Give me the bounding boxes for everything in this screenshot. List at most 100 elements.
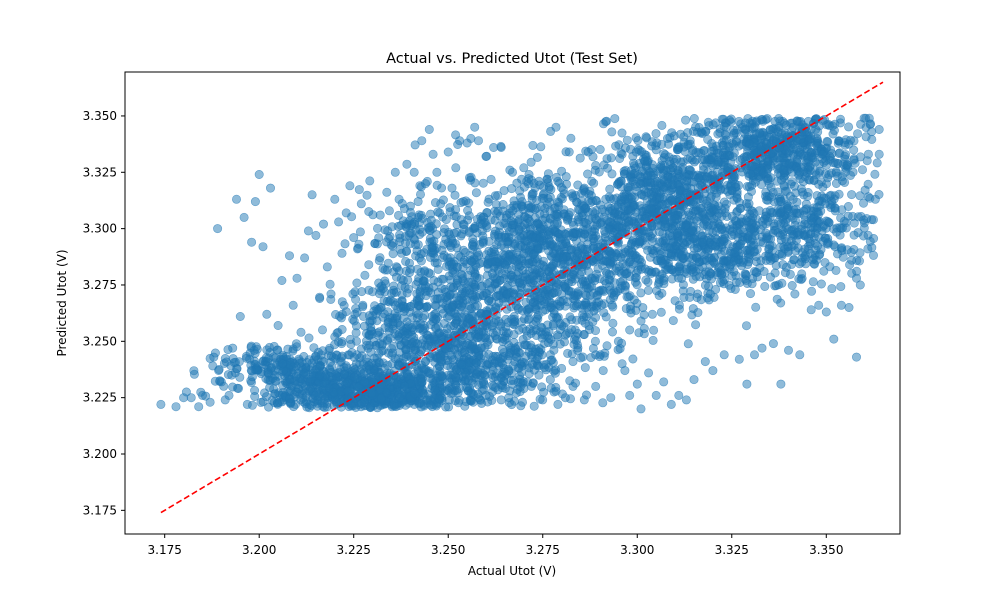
data-point [472, 214, 482, 224]
data-point [676, 207, 686, 217]
data-point [398, 301, 408, 311]
data-point [836, 213, 846, 223]
data-point [677, 251, 687, 261]
data-point [414, 253, 424, 263]
chart-title: Actual vs. Predicted Utot (Test Set) [386, 51, 638, 67]
data-point [417, 377, 427, 387]
data-point [789, 144, 799, 154]
data-point [368, 311, 378, 321]
data-point [548, 248, 558, 258]
data-point [766, 173, 776, 183]
data-point [349, 352, 359, 362]
data-point [633, 254, 643, 264]
data-point [561, 172, 571, 182]
data-point [787, 280, 797, 290]
data-point [501, 314, 511, 324]
data-point [384, 206, 394, 216]
data-point [773, 196, 783, 206]
data-point [859, 215, 869, 225]
data-point [697, 262, 707, 272]
data-point [764, 252, 774, 262]
data-point [853, 129, 863, 139]
data-point [389, 281, 399, 291]
data-point [796, 275, 806, 285]
data-point [652, 286, 662, 296]
data-point [332, 350, 342, 360]
data-point [456, 231, 466, 241]
data-point [827, 284, 837, 294]
data-point [305, 384, 315, 394]
data-point [379, 296, 389, 306]
data-point [713, 129, 723, 139]
data-point [766, 192, 776, 202]
data-point [716, 250, 726, 260]
data-point [627, 247, 637, 257]
data-point [482, 208, 492, 218]
data-point [800, 250, 810, 260]
data-point [713, 201, 723, 211]
data-point [521, 297, 531, 307]
data-point [459, 220, 469, 230]
data-point [831, 265, 841, 275]
data-point [816, 279, 826, 289]
data-point [590, 214, 600, 224]
data-point [847, 255, 857, 265]
data-point [383, 318, 393, 328]
data-point [358, 311, 368, 321]
data-point [374, 304, 384, 314]
data-point [316, 350, 326, 360]
data-point [763, 164, 773, 174]
data-point [401, 400, 411, 410]
data-point [815, 249, 825, 259]
data-point [402, 159, 412, 169]
data-point [487, 257, 497, 267]
data-point [492, 327, 502, 337]
data-point [574, 212, 584, 222]
data-point [688, 199, 698, 209]
data-point [601, 117, 611, 127]
data-point [784, 158, 794, 168]
data-point [326, 367, 336, 377]
data-point [604, 224, 614, 234]
data-point [359, 397, 369, 407]
data-point [707, 153, 717, 163]
data-point [437, 245, 447, 255]
data-point [659, 153, 669, 163]
data-point [472, 252, 482, 262]
data-point [788, 122, 798, 132]
data-point [522, 331, 532, 341]
data-point [647, 137, 657, 147]
data-point [799, 210, 809, 220]
data-point [544, 182, 554, 192]
data-point [731, 271, 741, 281]
data-point [742, 278, 752, 288]
data-point [431, 219, 441, 229]
data-point [305, 399, 315, 409]
data-point [529, 401, 539, 411]
data-point [264, 402, 274, 412]
data-point [272, 398, 282, 408]
data-point [432, 258, 442, 268]
data-point [517, 202, 527, 212]
data-point [382, 388, 392, 398]
data-point [731, 216, 741, 226]
data-point [628, 354, 638, 364]
data-point [639, 323, 649, 333]
data-point [401, 345, 411, 355]
data-point [814, 179, 824, 189]
data-point [364, 361, 374, 371]
data-point [278, 380, 288, 390]
data-point [515, 192, 525, 202]
data-point [272, 345, 282, 355]
data-point [462, 259, 472, 269]
data-point [849, 145, 859, 155]
data-point [617, 128, 627, 138]
data-point [811, 114, 821, 124]
data-point [598, 285, 608, 295]
data-point [441, 300, 451, 310]
data-point [441, 234, 451, 244]
data-point [722, 212, 732, 222]
data-point [527, 191, 537, 201]
data-point [533, 243, 543, 253]
data-point [748, 161, 758, 171]
